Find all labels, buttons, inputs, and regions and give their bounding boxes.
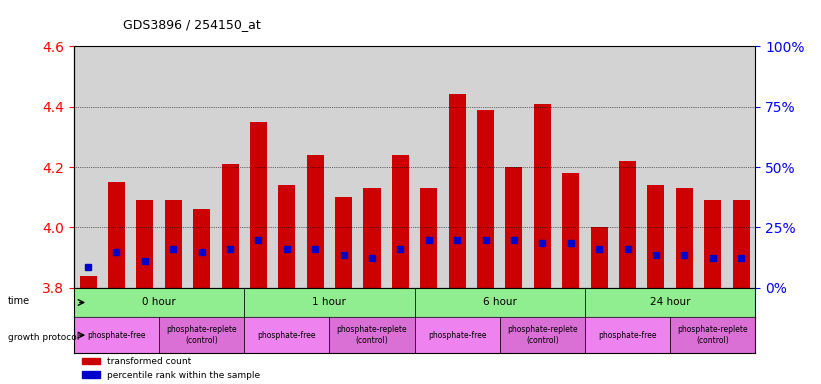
FancyBboxPatch shape	[500, 317, 585, 353]
Text: phosphate-free: phosphate-free	[428, 331, 487, 339]
Bar	[648, 185, 664, 288]
Text: time: time	[8, 296, 30, 306]
FancyBboxPatch shape	[74, 317, 159, 353]
Bar	[704, 200, 721, 288]
Bar	[506, 167, 522, 288]
Bar	[676, 188, 693, 288]
Bar	[364, 188, 380, 288]
Bar	[136, 200, 154, 288]
Bar	[307, 155, 323, 288]
FancyBboxPatch shape	[159, 317, 245, 353]
FancyBboxPatch shape	[329, 317, 415, 353]
FancyBboxPatch shape	[245, 288, 415, 317]
Bar	[534, 104, 551, 288]
Bar	[80, 276, 97, 288]
Bar	[222, 164, 239, 288]
Text: 24 hour: 24 hour	[650, 298, 690, 308]
Bar	[193, 209, 210, 288]
Bar	[420, 188, 438, 288]
FancyBboxPatch shape	[415, 288, 585, 317]
Bar	[590, 227, 608, 288]
Bar	[335, 197, 352, 288]
Text: phosphate-replete
(control): phosphate-replete (control)	[507, 325, 578, 345]
Bar	[108, 182, 125, 288]
FancyBboxPatch shape	[670, 317, 755, 353]
Text: phosphate-replete
(control): phosphate-replete (control)	[337, 325, 407, 345]
Bar	[165, 200, 181, 288]
Bar	[562, 173, 580, 288]
Legend: transformed count, percentile rank within the sample: transformed count, percentile rank withi…	[78, 354, 264, 383]
FancyBboxPatch shape	[74, 288, 245, 317]
Text: 0 hour: 0 hour	[142, 298, 176, 308]
Bar	[732, 200, 750, 288]
Bar	[392, 155, 409, 288]
Text: 1 hour: 1 hour	[313, 298, 346, 308]
Bar	[477, 109, 494, 288]
Text: growth protocol: growth protocol	[8, 333, 80, 343]
Text: phosphate-free: phosphate-free	[258, 331, 316, 339]
FancyBboxPatch shape	[245, 317, 329, 353]
FancyBboxPatch shape	[415, 317, 500, 353]
Text: phosphate-free: phosphate-free	[599, 331, 657, 339]
Text: phosphate-replete
(control): phosphate-replete (control)	[677, 325, 748, 345]
Text: 6 hour: 6 hour	[483, 298, 516, 308]
Bar	[448, 94, 466, 288]
Bar	[278, 185, 296, 288]
Bar	[250, 122, 267, 288]
FancyBboxPatch shape	[585, 288, 755, 317]
Text: phosphate-free: phosphate-free	[87, 331, 146, 339]
FancyBboxPatch shape	[585, 317, 670, 353]
Text: GDS3896 / 254150_at: GDS3896 / 254150_at	[123, 18, 261, 31]
Bar	[619, 161, 636, 288]
Text: phosphate-replete
(control): phosphate-replete (control)	[167, 325, 237, 345]
